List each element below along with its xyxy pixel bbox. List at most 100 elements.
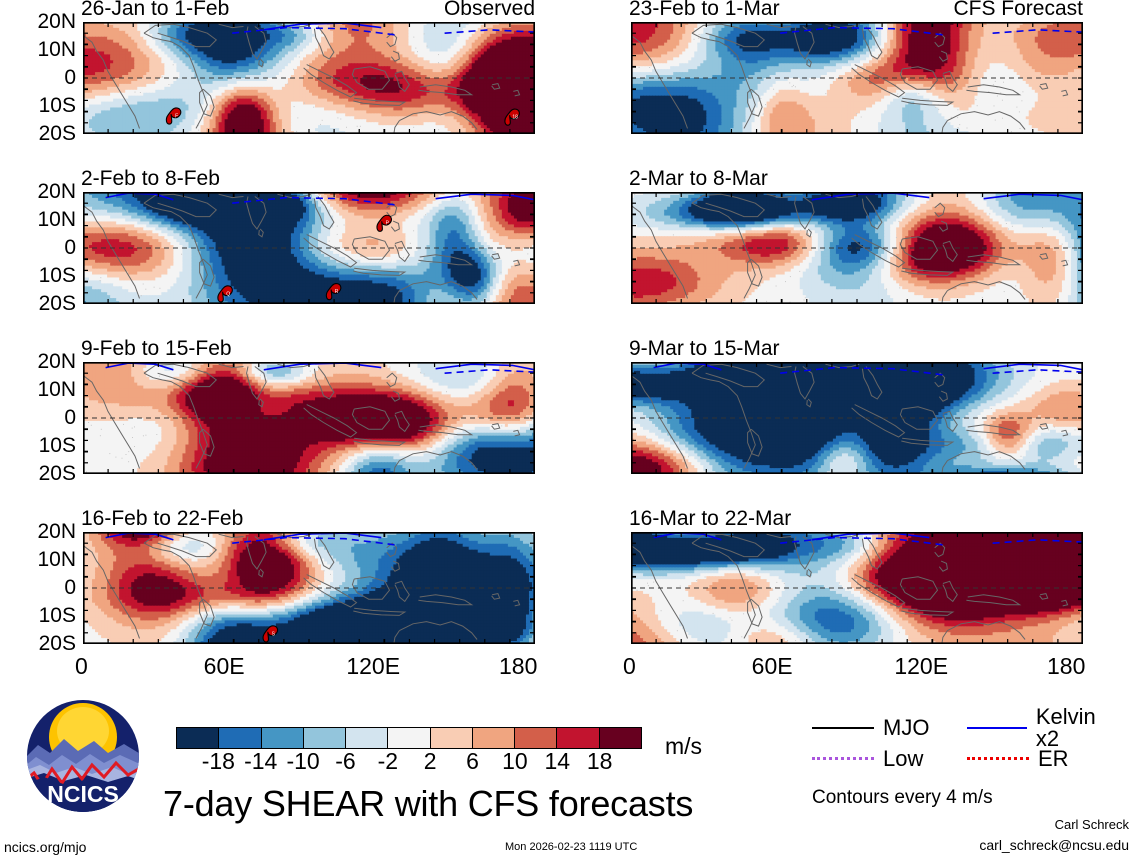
panel-title: 9-Feb to 15-Feb [81,338,232,359]
legend-label-mjo: MJO [883,716,929,739]
y-axis-tick-label: 10N [0,39,76,60]
colorbar-tick-label: -14 [244,750,277,773]
x-axis-tick-label: 60E [204,655,245,678]
kelvin-line-icon [967,726,1027,729]
logo-text: NCICS [47,781,119,807]
panel-title: 9-Mar to 15-Mar [629,338,780,359]
low-line-icon [812,757,874,760]
contour-legend: MJO Kelvin x2 Low ER [812,705,1122,774]
y-axis-tick-label: 20S [0,293,76,314]
colorbar-tick-label: -2 [378,750,398,773]
shear-anomaly-map: PQ R [83,192,535,304]
colorbar-segment [177,728,219,748]
column-header: CFS Forecast [631,0,1083,19]
y-axis-tick-label: 0 [0,577,76,598]
panel-grid: 20N 10N 0 10S 20S 20N 10N 0 10S 20S 20N 10N 0 10S 20S 2… [0,0,1085,678]
colorbar-segment [514,728,557,748]
colorbar-tick-labels: -18 -14 -10 -6 -2 2 6 10 14 18 [176,750,642,776]
column-header: Observed [83,0,535,19]
colorbar-tick-label: 10 [502,750,528,773]
tropical-cyclone-symbol [217,285,233,303]
footer-timestamp: Mon 2026-02-23 1119 UTC [505,842,637,853]
colorbar-tick-label: -18 [202,750,235,773]
y-axis-tick-label: 0 [0,67,76,88]
legend-item-low: Low [812,747,967,770]
colorbar-tick-label: 6 [466,750,479,773]
shear-anomaly-map: F 18 [83,22,535,134]
y-axis-tick-label: 10S [0,95,76,116]
y-axis-tick-label: 20N [0,351,76,372]
x-axis-tick-label: 120E [346,655,400,678]
colorbar-segment [556,728,599,748]
colorbar-segment [471,728,515,748]
y-axis-tick-label: 10S [0,435,76,456]
panel-title: 26-Jan to 1-Feb [81,0,229,19]
colorbar-segment [429,728,472,748]
shear-anomaly-map [631,532,1083,644]
footer-author: Carl Schreck [1055,818,1129,831]
shear-anomaly-map: S [83,532,535,644]
colorbar-segment [345,728,388,748]
footer-website[interactable]: ncics.org/mjo [4,840,86,854]
ncics-logo[interactable]: NCICS [24,697,142,815]
map-panel[interactable] [631,362,1083,474]
y-axis-tick-label: 10N [0,209,76,230]
colorbar: -18 -14 -10 -6 -2 2 6 10 14 18 [176,727,642,776]
y-axis-tick-label: 20S [0,123,76,144]
colorbar-segments [176,727,642,749]
footer-email[interactable]: carl_schreck@ncsu.edu [979,838,1129,852]
legend-row: Low ER [812,743,1122,774]
x-axis-tick-label: 0 [75,655,88,678]
y-axis-tick-label: 0 [0,237,76,258]
mjo-line-icon [812,726,874,729]
colorbar-segment [598,728,641,748]
panel-title: 2-Feb to 8-Feb [81,168,220,189]
tropical-cyclone-symbol [376,214,392,232]
y-axis-tick-label: 10N [0,379,76,400]
map-panel[interactable] [631,192,1083,304]
y-axis-tick-label: 20S [0,463,76,484]
tropical-cyclone-symbol [165,107,182,125]
y-axis-tick-label: 0 [0,407,76,428]
colorbar-units-label: m/s [665,735,702,758]
contour-interval-note: Contours every 4 m/s [812,788,993,807]
shear-anomaly-map [631,22,1083,134]
colorbar-tick-label: 2 [424,750,437,773]
map-panel[interactable] [83,362,535,474]
y-axis-tick-label: 10N [0,549,76,570]
colorbar-segment [218,728,261,748]
map-panel[interactable] [631,532,1083,644]
colorbar-tick-label: -10 [286,750,319,773]
colorbar-tick-label: 18 [587,750,613,773]
figure-title: 7-day SHEAR with CFS forecasts [163,786,693,822]
legend-label-er: ER [1038,747,1069,770]
map-panel[interactable] [631,22,1083,134]
er-line-icon [967,757,1029,760]
x-axis-tick-label: 60E [752,655,793,678]
y-axis-tick-label: 10S [0,605,76,626]
colorbar-segment [387,728,430,748]
legend-row: MJO Kelvin x2 [812,705,1122,749]
x-axis-tick-label: 180 [499,655,537,678]
y-axis-tick-label: 20N [0,11,76,32]
y-axis-tick-label: 10S [0,265,76,286]
colorbar-tick-label: -6 [335,750,355,773]
y-axis-tick-label: 20N [0,181,76,202]
legend-item-mjo: MJO [812,716,967,739]
legend-item-kelvin: Kelvin x2 [967,705,1122,750]
shear-anomaly-map [83,362,535,474]
panel-title: 2-Mar to 8-Mar [629,168,768,189]
y-axis-tick-label: 20S [0,633,76,654]
map-panel[interactable]: S [83,532,535,644]
shear-anomaly-map [631,362,1083,474]
shear-anomaly-map [631,192,1083,304]
x-axis-tick-label: 0 [623,655,636,678]
tropical-cyclone-symbol [325,283,342,301]
y-axis-tick-label: 20N [0,521,76,542]
panel-title: 16-Mar to 22-Mar [629,508,791,529]
colorbar-segment [302,728,346,748]
legend-label-low: Low [883,747,923,770]
x-axis-tick-label: 180 [1047,655,1085,678]
map-panel[interactable]: F 18 [83,22,535,134]
